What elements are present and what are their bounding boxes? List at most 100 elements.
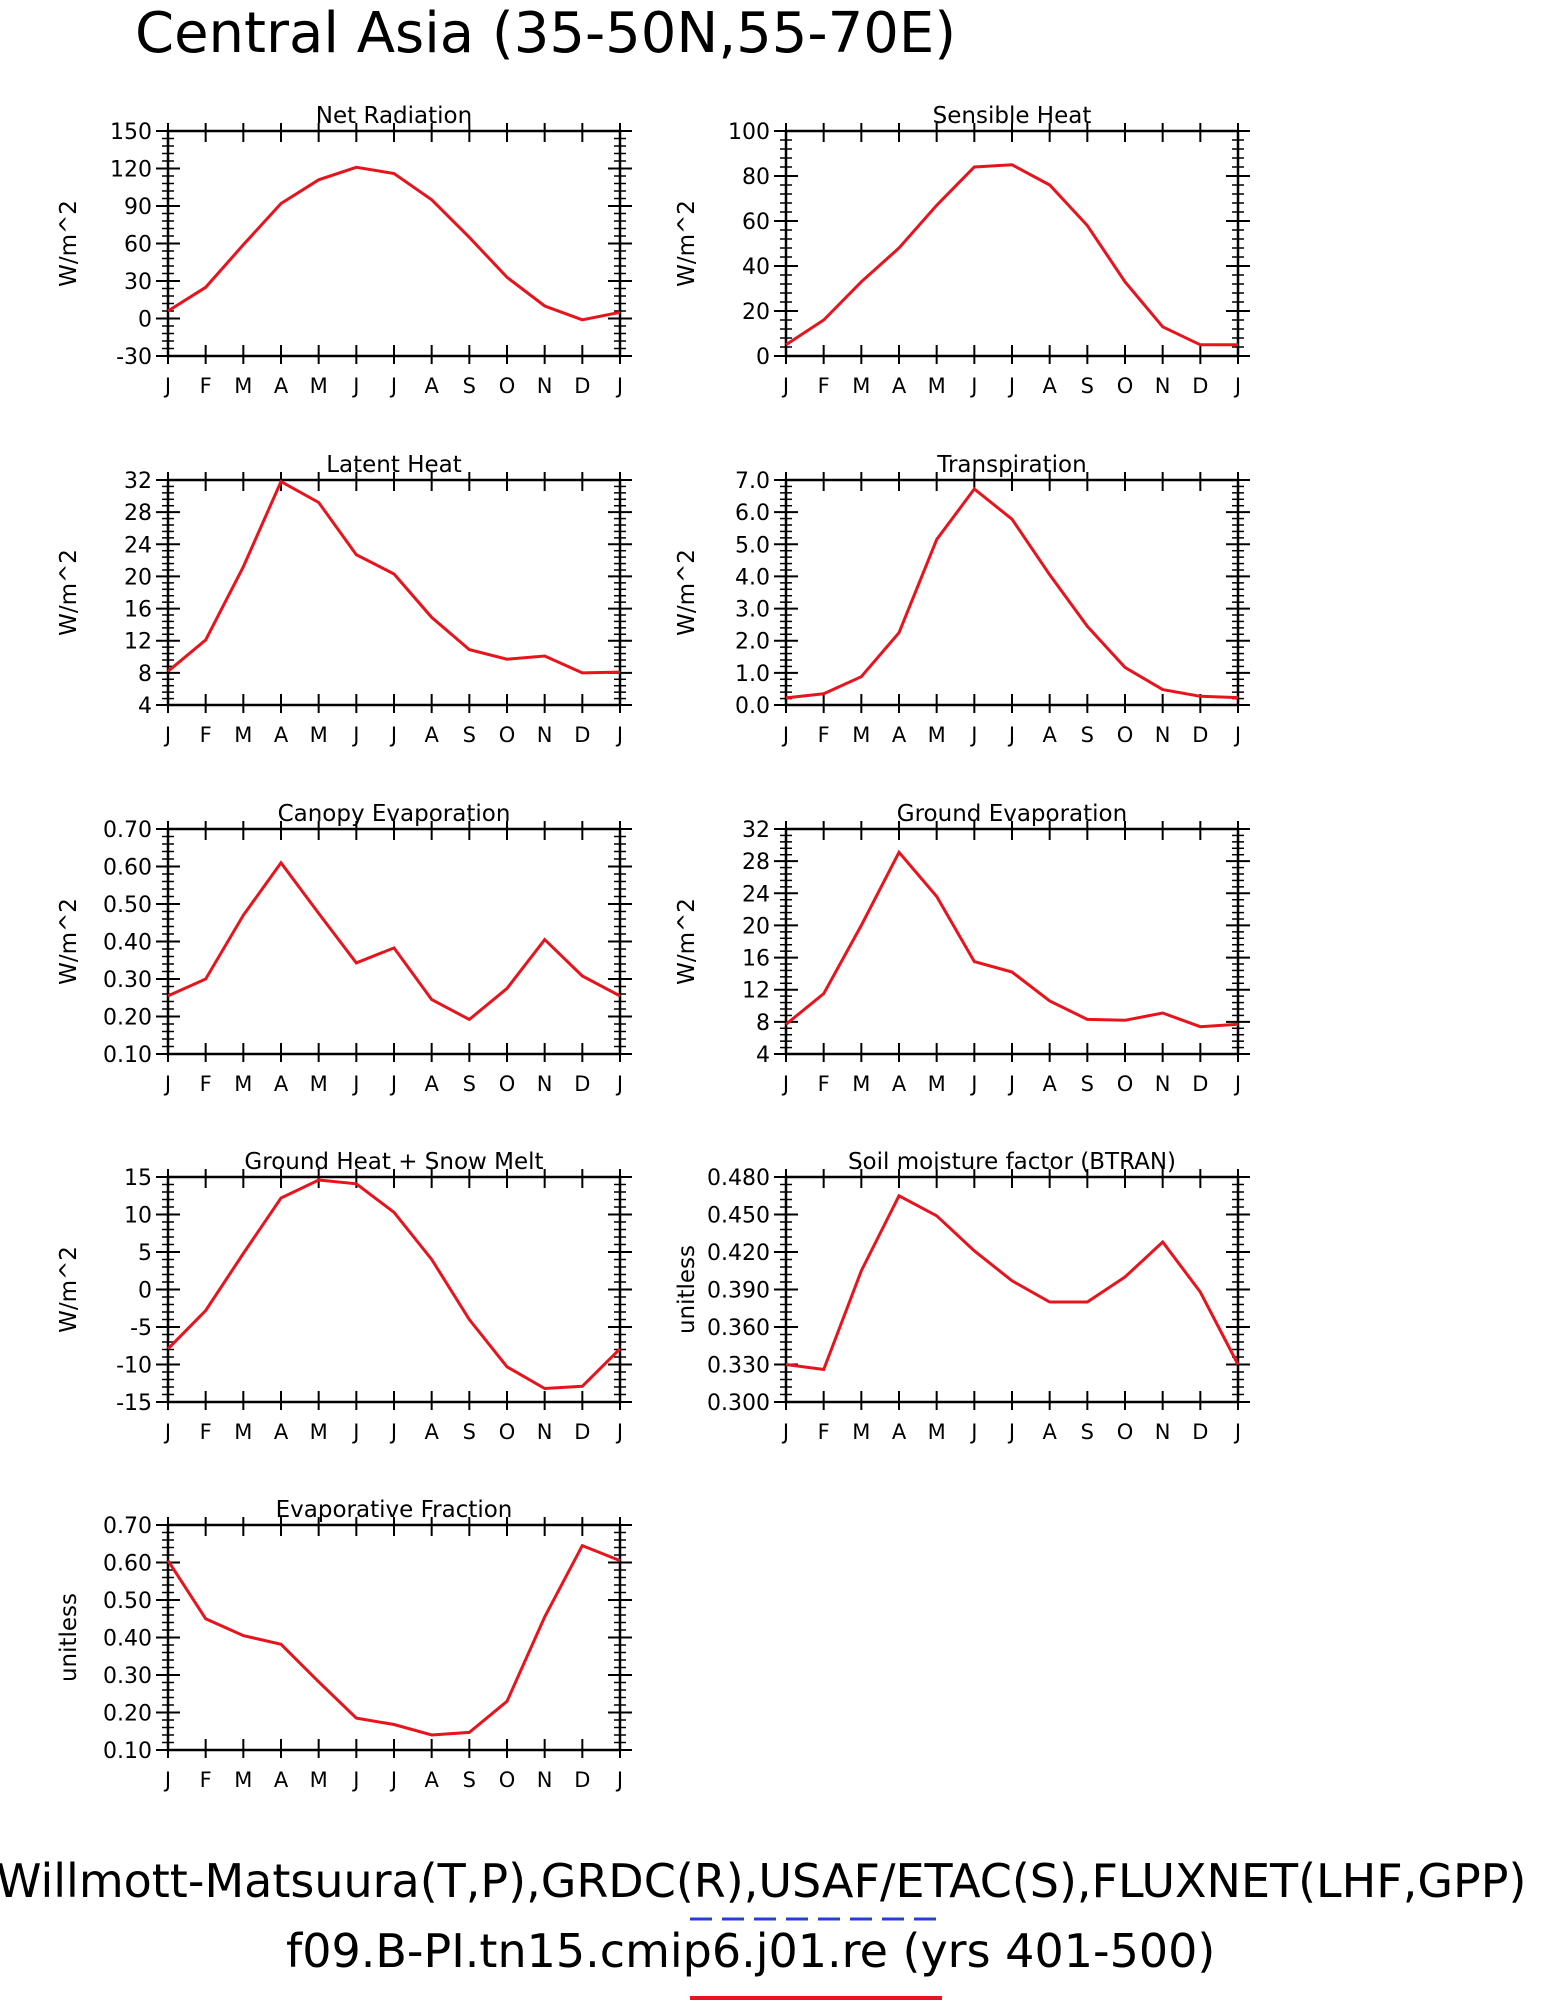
y-tick-label: 0.30 <box>103 1664 152 1689</box>
x-tick-label: J <box>1007 1072 1015 1096</box>
panel-evaporative-fraction: J F M A M J J A S O N D J0.100.200.300.400.500.600.7… <box>56 1497 632 1792</box>
x-tick-label: N <box>537 1420 553 1444</box>
y-tick-label: -15 <box>116 1391 152 1416</box>
transpiration-frame <box>784 478 1240 707</box>
x-tick-label: A <box>1042 374 1057 398</box>
y-tick-label: 80 <box>742 165 770 190</box>
x-tick-label: F <box>818 1072 830 1096</box>
y-tick-label: 20 <box>742 300 770 325</box>
x-tick-label: O <box>499 1768 516 1792</box>
x-tick-label: J <box>781 723 789 747</box>
y-tick-label: 0 <box>138 308 152 333</box>
y-tick-label: 0.70 <box>103 818 152 843</box>
x-tick-label: M <box>234 723 252 747</box>
y-tick-label: 28 <box>124 501 152 526</box>
x-tick-label: J <box>163 1420 171 1444</box>
x-tick-label: F <box>818 374 830 398</box>
soil-moisture-factor-btran-title: Soil moisture factor (BTRAN) <box>848 1149 1176 1175</box>
x-tick-label: A <box>892 374 907 398</box>
x-tick-label: J <box>389 1072 397 1096</box>
y-tick-label: 4 <box>756 1043 770 1068</box>
x-tick-label: O <box>1117 1420 1134 1444</box>
y-tick-label: 10 <box>124 1204 152 1229</box>
x-tick-label: J <box>969 374 977 398</box>
x-tick-label: F <box>200 1768 212 1792</box>
sensible-heat-series-line <box>785 163 1238 347</box>
ground-heat-snow-melt-title: Ground Heat + Snow Melt <box>244 1149 543 1175</box>
y-tick-label: 120 <box>110 158 152 183</box>
x-tick-label: M <box>928 1420 946 1444</box>
x-tick-label: S <box>1081 374 1094 398</box>
y-tick-label: 100 <box>728 120 770 145</box>
y-tick-label: 90 <box>124 195 152 220</box>
ground-evaporation-series-line <box>785 849 1239 1029</box>
y-tick-label: 0.50 <box>103 1589 152 1614</box>
x-tick-label: J <box>969 723 977 747</box>
y-tick-label: 24 <box>124 533 152 558</box>
y-tick-label: 30 <box>124 270 152 295</box>
x-tick-label: A <box>892 1420 907 1444</box>
y-tick-label: 4 <box>138 694 152 719</box>
transpiration-ylabel: W/m^2 <box>674 549 700 636</box>
x-tick-label: M <box>852 1420 870 1444</box>
x-tick-label: D <box>574 1768 590 1792</box>
canopy-evaporation-series-line <box>167 860 621 1022</box>
x-tick-label: J <box>615 723 623 747</box>
y-tick-label: 24 <box>742 882 770 907</box>
x-tick-label: D <box>1192 374 1208 398</box>
y-tick-label: 0.480 <box>707 1166 770 1191</box>
x-tick-label: O <box>499 1420 516 1444</box>
page-title: Central Asia (35-50N,55-70E) <box>135 1 956 66</box>
y-tick-label: 0.70 <box>103 1514 152 1539</box>
x-tick-label: S <box>463 1420 476 1444</box>
x-tick-label: D <box>1192 1420 1208 1444</box>
x-tick-label: N <box>1155 374 1171 398</box>
y-tick-label: 5 <box>138 1241 152 1266</box>
x-tick-label: F <box>200 374 212 398</box>
y-tick-label: 0.30 <box>103 968 152 993</box>
x-tick-label: J <box>781 374 789 398</box>
y-tick-label: 0.50 <box>103 893 152 918</box>
x-tick-label: M <box>928 1072 946 1096</box>
x-tick-label: A <box>424 374 439 398</box>
y-tick-label: 0.360 <box>707 1316 770 1341</box>
y-tick-label: 8 <box>138 662 152 687</box>
x-tick-label: A <box>274 1072 289 1096</box>
y-tick-label: 4.0 <box>735 565 770 590</box>
x-tick-label: M <box>310 723 328 747</box>
x-tick-label: O <box>1117 723 1134 747</box>
y-tick-label: 5.0 <box>735 533 770 558</box>
net-radiation-ylabel: W/m^2 <box>56 200 82 287</box>
x-tick-label: J <box>351 1420 359 1444</box>
y-tick-label: 0 <box>756 345 770 370</box>
x-tick-label: D <box>1192 723 1208 747</box>
x-tick-label: N <box>537 723 553 747</box>
x-tick-label: M <box>310 1072 328 1096</box>
x-tick-label: A <box>1042 1420 1057 1444</box>
x-tick-label: S <box>463 723 476 747</box>
x-tick-label: M <box>928 723 946 747</box>
y-tick-label: 0.300 <box>707 1391 770 1416</box>
canopy-evaporation-frame <box>166 827 622 1056</box>
x-tick-label: J <box>1233 374 1241 398</box>
x-tick-label: M <box>928 374 946 398</box>
y-tick-label: 0.10 <box>103 1043 152 1068</box>
x-tick-label: F <box>818 723 830 747</box>
y-tick-label: 20 <box>124 565 152 590</box>
latent-heat-title: Latent Heat <box>326 452 462 478</box>
y-tick-label: 0.60 <box>103 1552 152 1577</box>
y-tick-label: 12 <box>124 630 152 655</box>
y-tick-label: -10 <box>116 1354 152 1379</box>
sensible-heat-title: Sensible Heat <box>933 103 1092 129</box>
x-tick-label: S <box>1081 1420 1094 1444</box>
evaporative-fraction-frame <box>166 1523 622 1752</box>
ground-heat-snow-melt-series-line <box>166 1178 622 1391</box>
y-tick-label: 0.40 <box>103 931 152 956</box>
footer-obs-line: Willmott-Matsuura(T,P),GRDC(R),USAF/ETAC… <box>0 1854 1526 1908</box>
x-tick-label: A <box>274 723 289 747</box>
x-tick-label: M <box>310 374 328 398</box>
y-tick-label: 32 <box>124 469 152 494</box>
